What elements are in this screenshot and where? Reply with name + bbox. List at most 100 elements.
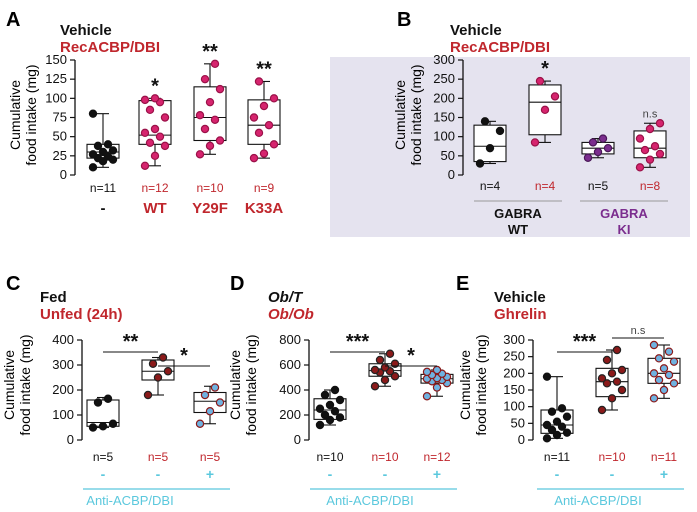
data-point — [613, 378, 620, 385]
bracket-label: *** — [346, 331, 370, 353]
y-tick-label-b: 300 — [433, 52, 455, 67]
data-point — [541, 106, 548, 113]
data-point — [423, 393, 430, 400]
data-point — [548, 408, 555, 415]
data-point — [476, 160, 483, 167]
data-point — [563, 429, 570, 436]
data-point — [321, 391, 328, 398]
data-point — [543, 373, 550, 380]
data-point — [558, 405, 565, 412]
data-point — [151, 152, 158, 159]
y-tick-label-b: 150 — [433, 110, 455, 125]
y-axis-title-e: Cumulative food intake (mg) — [457, 334, 489, 435]
data-point — [196, 420, 203, 427]
group-label: - — [156, 466, 161, 482]
legend-fed: Fed — [40, 289, 67, 306]
data-point — [599, 135, 606, 142]
n-label: n=4 — [535, 179, 556, 193]
y-axis-title-a: Cumulative food intake (mg) — [7, 64, 39, 165]
data-point — [584, 154, 591, 161]
svg-text:food intake (mg): food intake (mg) — [243, 334, 259, 435]
group-label: + — [433, 466, 441, 482]
y-tick-label-c: 0 — [67, 432, 74, 447]
genotype-label-line2: WT — [508, 222, 528, 237]
data-point — [598, 406, 605, 413]
data-point — [656, 120, 663, 127]
data-point — [331, 408, 338, 415]
panel-b: B Vehicle RecACBP/DBI Cumulative food in… — [330, 9, 690, 237]
data-point — [613, 346, 620, 353]
data-point — [316, 405, 323, 412]
y-tick-label-c: 200 — [52, 382, 74, 397]
data-point — [99, 148, 106, 155]
y-tick-label-b: 100 — [433, 129, 455, 144]
data-point — [563, 413, 570, 420]
data-point — [141, 162, 148, 169]
data-point — [381, 376, 388, 383]
data-point — [159, 354, 166, 361]
data-point — [154, 374, 161, 381]
data-point — [250, 155, 257, 162]
significance-label: * — [151, 75, 159, 97]
data-point — [255, 129, 262, 136]
data-point — [553, 418, 560, 425]
bracket-label: n.s — [631, 325, 646, 337]
significance-label: * — [541, 58, 549, 80]
y-tick-label-a: 0 — [60, 167, 67, 182]
data-point — [149, 360, 156, 367]
box — [139, 101, 171, 145]
data-point — [636, 135, 643, 142]
panel-letter-c: C — [6, 273, 20, 295]
y-tick-label-e: 150 — [503, 382, 525, 397]
data-point — [551, 93, 558, 100]
data-point — [543, 421, 550, 428]
data-point — [109, 147, 116, 154]
data-point — [531, 139, 538, 146]
data-point — [216, 86, 223, 93]
data-point — [598, 375, 605, 382]
data-point — [89, 110, 96, 117]
data-point — [604, 145, 611, 152]
data-point — [331, 386, 338, 393]
data-point — [211, 384, 218, 391]
genotype-label-line2: KI — [618, 222, 631, 237]
panel-letter-a: A — [6, 9, 20, 31]
data-point — [265, 122, 272, 129]
data-point — [270, 95, 277, 102]
legend-vehicle-a: Vehicle — [60, 22, 112, 39]
genotype-label-line1: GABRA — [494, 206, 542, 221]
data-point — [196, 151, 203, 158]
data-point — [104, 141, 111, 148]
y-tick-label-d: 600 — [279, 357, 301, 372]
data-point — [260, 102, 267, 109]
data-point — [196, 112, 203, 119]
svg-text:Cumulative: Cumulative — [7, 80, 23, 150]
group-label: - — [383, 466, 388, 482]
n-label: n=11 — [544, 450, 570, 464]
data-point — [670, 358, 677, 365]
y-tick-label-d: 800 — [279, 332, 301, 347]
data-point — [146, 139, 153, 146]
data-point — [423, 368, 430, 375]
y-tick-label-a: 150 — [45, 52, 67, 67]
data-point — [141, 129, 148, 136]
treatment-label: Anti-ACBP/DBI — [554, 493, 641, 508]
data-point — [201, 391, 208, 398]
data-point — [260, 150, 267, 157]
bracket-label: *** — [573, 331, 597, 353]
y-tick-label-e: 100 — [503, 399, 525, 414]
data-point — [608, 395, 615, 402]
data-point — [381, 364, 388, 371]
group-label: Y29F — [192, 200, 228, 217]
y-axis-title-c: Cumulative food intake (mg) — [1, 334, 33, 435]
svg-text:food intake (mg): food intake (mg) — [408, 64, 424, 165]
data-point — [94, 142, 101, 149]
n-label: n=5 — [148, 450, 169, 464]
y-tick-label-a: 100 — [45, 90, 67, 105]
data-point — [486, 145, 493, 152]
svg-text:Cumulative: Cumulative — [1, 350, 17, 420]
data-point — [371, 366, 378, 373]
data-point — [660, 386, 667, 393]
bracket-label: ** — [123, 331, 139, 353]
data-point — [146, 106, 153, 113]
